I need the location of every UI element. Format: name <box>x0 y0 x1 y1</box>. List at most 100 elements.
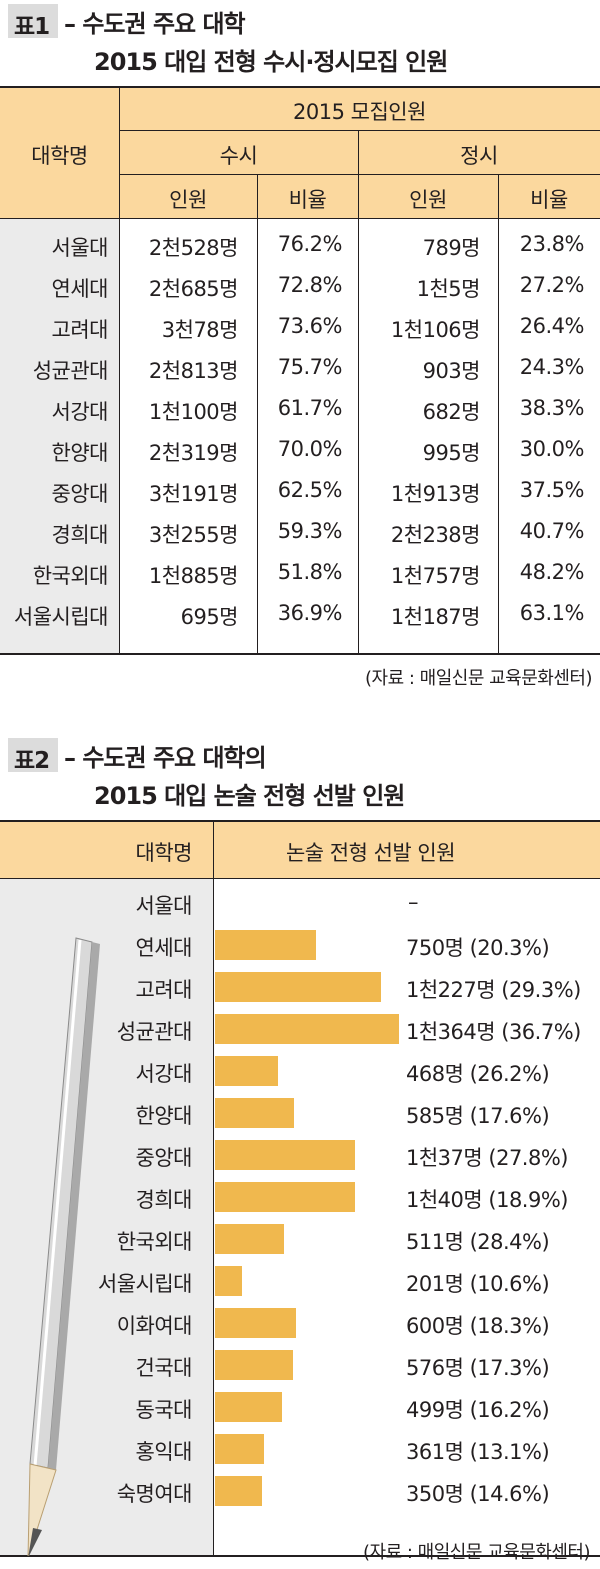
table1-cell-jeongsi-ratio: 40.7% <box>519 519 585 543</box>
table1-cell-susi-count: 2천813명 <box>148 359 239 383</box>
table1-cell-susi-count: 2천528명 <box>148 236 239 260</box>
table1-cell-name: 연세대 <box>51 277 109 301</box>
table1-cell-jeongsi-ratio: 27.2% <box>519 273 585 297</box>
bar-category-label: 홍익대 <box>135 1440 193 1464</box>
table1-header-rule-1 <box>119 130 600 131</box>
bar <box>215 1140 355 1170</box>
bar-value-label: 585명 (17.6%) <box>406 1104 550 1128</box>
table1-cell-name: 고려대 <box>51 318 109 342</box>
table1-header-susi-ratio: 비율 <box>288 188 327 212</box>
table1-cell-name: 서울시립대 <box>13 605 109 629</box>
bar-value-label: 511명 (28.4%) <box>406 1230 550 1254</box>
table1-cell-jeongsi-count: 1천106명 <box>390 318 481 342</box>
table2-header-value: 논술 전형 선발 인원 <box>285 841 456 865</box>
table1-cell-susi-ratio: 75.7% <box>277 355 343 379</box>
bar-category-label: 성균관대 <box>116 1020 193 1044</box>
bar <box>215 1308 296 1338</box>
table1-cell-susi-count: 3천255명 <box>148 523 239 547</box>
table2-header-rule <box>0 878 600 879</box>
table1-col-divider-4 <box>498 174 499 654</box>
bar-value-label: 1천37명 (27.8%) <box>406 1146 569 1170</box>
table1-cell-jeongsi-count: 1천757명 <box>390 564 481 588</box>
table2-source: (자료 : 매일신문 교육문화센터) <box>363 1542 591 1563</box>
table1-cell-name: 서강대 <box>51 400 109 424</box>
table1-header-rule-2 <box>119 174 600 175</box>
table2-tag-box: 표2 <box>8 738 58 774</box>
pencil-illustration <box>27 937 100 1556</box>
table1-cell-jeongsi-ratio: 26.4% <box>519 314 585 338</box>
bar-category-label: 이화여대 <box>116 1314 193 1338</box>
table1-header-susi-count: 인원 <box>169 188 207 212</box>
table1-cell-susi-count: 1천885명 <box>148 564 239 588</box>
table2-tag: 표2 <box>14 748 50 774</box>
table1-cell-jeongsi-count: 789명 <box>422 236 481 260</box>
table2-bottom-rule <box>0 1555 600 1557</box>
table1-header-jeongsi-ratio: 비율 <box>530 188 568 212</box>
table1-header-jeongsi-count: 인원 <box>409 188 447 212</box>
table1-header-university: 대학명 <box>31 144 88 168</box>
table1-title-line2: 2015 대입 전형 수시·정시모집 인원 <box>94 48 448 76</box>
bar-category-label: 동국대 <box>135 1398 193 1422</box>
bar <box>215 1392 282 1422</box>
table1-cell-susi-count: 2천319명 <box>148 441 239 465</box>
table1-cell-susi-ratio: 76.2% <box>277 232 343 256</box>
table1-header-jeongsi: 정시 <box>460 144 498 168</box>
table1-cell-susi-count: 2천685명 <box>148 277 239 301</box>
table1-header-susi: 수시 <box>219 144 258 168</box>
bar-value-label: 499명 (16.2%) <box>406 1398 550 1422</box>
bar-category-label: 고려대 <box>135 978 193 1002</box>
table1-cell-jeongsi-count: 2천238명 <box>390 523 481 547</box>
bar-value-label: 576명 (17.3%) <box>406 1356 550 1380</box>
bar <box>215 930 316 960</box>
bar <box>215 1098 294 1128</box>
bar-value-label: 201명 (10.6%) <box>406 1272 550 1296</box>
table1-cell-jeongsi-ratio: 48.2% <box>519 560 585 584</box>
bar-category-label: 한양대 <box>135 1104 193 1128</box>
table1-cell-name: 중앙대 <box>51 482 109 506</box>
table1-cell-jeongsi-count: 1천187명 <box>390 605 481 629</box>
table1: 대학명 2015 모집인원 수시 정시 인원 비율 인원 비율 서울대 2천52… <box>0 86 600 655</box>
bar <box>215 1224 284 1254</box>
table1-col-divider-1 <box>119 86 120 654</box>
table1-cell-jeongsi-count: 1천5명 <box>416 277 481 301</box>
table2-header-bg <box>0 820 600 878</box>
bar-value-label: 1천364명 (36.7%) <box>406 1020 581 1044</box>
table1-cell-susi-ratio: 36.9% <box>277 601 343 625</box>
table2-title-line1: – 수도권 주요 대학의 <box>64 744 267 772</box>
table1-col-divider-3 <box>257 174 258 654</box>
table1-cell-name: 서울대 <box>51 236 109 260</box>
table1-cell-susi-ratio: 51.8% <box>277 560 343 584</box>
bar <box>215 1266 242 1296</box>
table1-cell-jeongsi-ratio: 37.5% <box>519 478 585 502</box>
bar-category-label: 경희대 <box>135 1188 193 1212</box>
table1-cell-jeongsi-count: 903명 <box>422 359 481 383</box>
table1-cell-susi-ratio: 70.0% <box>277 437 343 461</box>
table1-col-divider-2 <box>358 130 359 654</box>
table1-cell-jeongsi-count: 995명 <box>422 441 481 465</box>
bar-value-label: 468명 (26.2%) <box>406 1062 550 1086</box>
table1-cell-jeongsi-count: 682명 <box>422 400 481 424</box>
table1-cell-susi-count: 695명 <box>180 605 239 629</box>
table1-cell-jeongsi-ratio: 24.3% <box>519 355 585 379</box>
bar-value-label: 600명 (18.3%) <box>406 1314 550 1338</box>
table1-cell-jeongsi-ratio: 30.0% <box>519 437 585 461</box>
table1-bottom-rule <box>0 653 600 655</box>
bar-value-label: 1천40명 (18.9%) <box>406 1188 569 1212</box>
table1-cell-susi-ratio: 73.6% <box>277 314 343 338</box>
bar-value-label: 1천227명 (29.3%) <box>406 978 581 1002</box>
table1-header-rule-3 <box>0 218 600 219</box>
bar-value-label: 361명 (13.1%) <box>406 1440 550 1464</box>
bar-category-label: 건국대 <box>135 1356 193 1380</box>
table1-title-line1: – 수도권 주요 대학 <box>64 10 246 38</box>
table1-tag-box: 표1 <box>8 4 58 40</box>
bar-category-label: 중앙대 <box>135 1146 193 1170</box>
table1-cell-name: 성균관대 <box>32 359 109 383</box>
table1-cell-jeongsi-ratio: 38.3% <box>519 396 585 420</box>
table1-cell-susi-count: 3천191명 <box>148 482 239 506</box>
table1-top-rule <box>0 86 600 88</box>
table1-cell-susi-ratio: 59.3% <box>277 519 343 543</box>
bar <box>215 1476 262 1506</box>
bar-category-label: 숙명여대 <box>116 1482 193 1506</box>
table1-cell-name: 한양대 <box>51 441 109 465</box>
table1-cell-name: 한국외대 <box>32 564 109 588</box>
